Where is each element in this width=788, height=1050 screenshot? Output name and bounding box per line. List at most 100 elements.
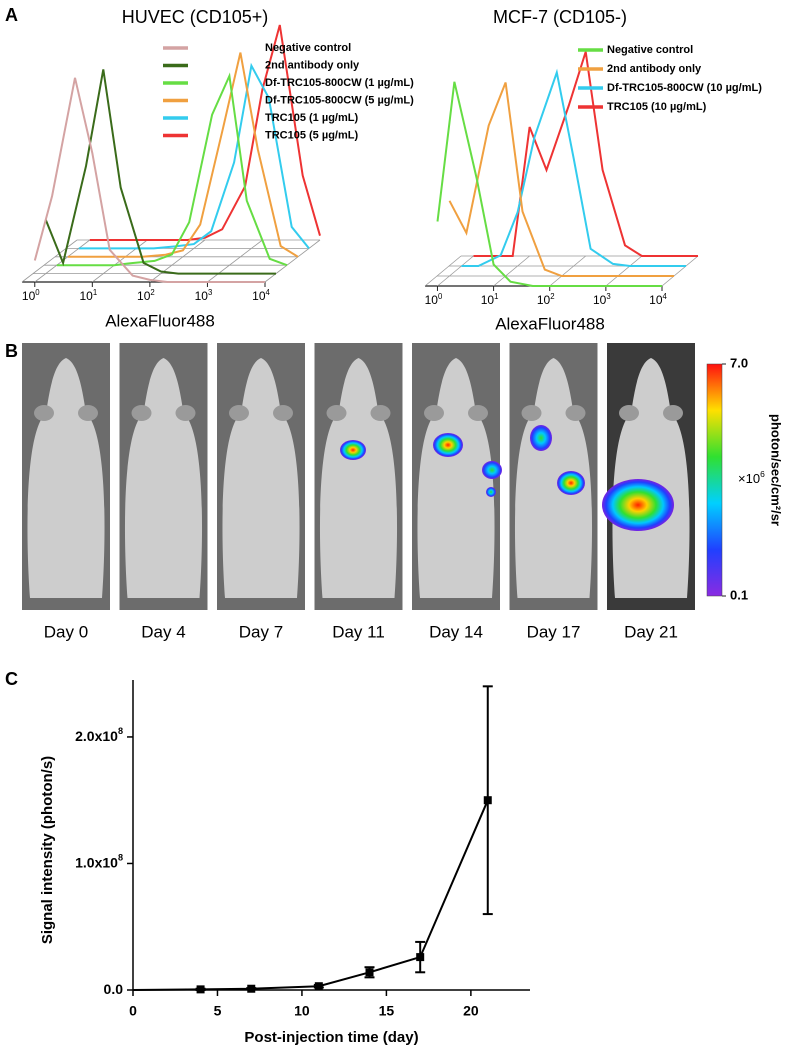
image-label: Day 11	[332, 622, 385, 641]
histogram-curve	[461, 68, 686, 267]
colorbar-scale-base: ×10	[738, 471, 760, 486]
x-axis-label: AlexaFluor488	[495, 314, 605, 333]
histogram-curve	[67, 52, 299, 258]
histogram-curve	[89, 24, 321, 241]
legend-label: Negative control	[607, 44, 693, 56]
x-tick-label: 100	[22, 288, 40, 304]
signal-spot	[602, 479, 674, 531]
legend-label: Df-TRC105-800CW (1 µg/mL)	[265, 77, 414, 89]
depth-grid-line	[493, 255, 530, 287]
y-tick-label-base: 1.0x10	[75, 854, 118, 870]
legend-label: TRC105 (1 µg/mL)	[265, 112, 358, 124]
depth-grid-line	[149, 239, 206, 283]
x-tick-label: 101	[79, 288, 97, 304]
x-tick-label: 103	[195, 288, 213, 304]
x-tick-label: 104	[649, 292, 667, 308]
colorbar-tick-label: 0.1	[730, 587, 748, 602]
mouse-ear	[326, 405, 347, 421]
y-tick-label-exponent: 8	[118, 726, 123, 736]
x-tick-label: 101	[481, 292, 499, 308]
panel-label: A	[5, 5, 18, 25]
x-tick-label-base: 10	[137, 289, 151, 303]
x-tick-label-exponent: 3	[606, 292, 610, 301]
signal-spot	[340, 440, 366, 460]
y-tick-label: 0.0	[104, 981, 124, 997]
legend-label: TRC105 (5 µg/mL)	[265, 129, 358, 141]
mouse-ear	[175, 405, 196, 421]
x-tick-label: 10	[294, 1003, 310, 1019]
legend-label: TRC105 (10 µg/mL)	[607, 101, 707, 113]
marker	[365, 968, 374, 977]
x-tick-label-exponent: 2	[550, 292, 554, 301]
x-tick-label-exponent: 4	[663, 292, 668, 301]
colorbar-scale: ×106	[738, 469, 765, 486]
mouse-ear	[663, 405, 683, 421]
legend-label: Df-TRC105-800CW (10 µg/mL)	[607, 82, 762, 94]
mouse-ear	[619, 405, 639, 421]
signal-spot	[557, 471, 585, 495]
signal-spot	[530, 425, 552, 451]
signal-spot	[486, 487, 496, 497]
y-tick-label-exponent: 8	[118, 853, 123, 863]
x-axis-label: AlexaFluor488	[105, 311, 215, 330]
floor-edge	[21, 239, 78, 283]
x-tick-label: 5	[214, 1003, 222, 1019]
histogram-curve	[436, 81, 662, 287]
x-tick-label: 15	[379, 1003, 395, 1019]
colorbar	[706, 363, 723, 597]
x-tick-label-base: 10	[79, 289, 93, 303]
depth-grid-line	[549, 255, 586, 287]
x-tick-label: 100	[425, 292, 443, 308]
mouse-ear	[273, 405, 293, 421]
x-tick-label-base: 10	[593, 293, 607, 307]
mouse-ear	[565, 405, 586, 421]
legend-label: 2nd antibody only	[265, 59, 360, 71]
histogram-curve	[44, 69, 276, 275]
colorbar-label: photon/sec/cm²/sr	[769, 414, 784, 526]
x-tick-label-exponent: 1	[494, 292, 498, 301]
x-tick-label: 102	[537, 292, 555, 308]
signal-spot	[482, 461, 502, 479]
mouse-ear	[131, 405, 152, 421]
histogram-curve	[473, 51, 698, 257]
depth-grid-line	[437, 255, 474, 287]
signal-spot	[433, 433, 463, 457]
chart-title: HUVEC (CD105+)	[122, 7, 269, 27]
mouse-ear	[424, 405, 444, 421]
x-tick-label: 20	[463, 1003, 479, 1019]
marker	[483, 796, 492, 805]
histogram-curve	[78, 62, 310, 250]
x-tick-label-base: 10	[195, 289, 209, 303]
legend-label: Df-TRC105-800CW (5 µg/mL)	[265, 94, 414, 106]
x-tick-label-base: 10	[481, 293, 495, 307]
marker	[416, 953, 425, 962]
mouse-ear	[521, 405, 542, 421]
depth-grid-line	[264, 239, 321, 283]
legend-label: Negative control	[265, 42, 351, 54]
image-label: Day 7	[239, 622, 283, 641]
histogram-curve	[448, 82, 674, 277]
x-axis-label: Post-injection time (day)	[244, 1029, 418, 1046]
panel-label: C	[5, 669, 18, 689]
legend-label: 2nd antibody only	[607, 63, 702, 75]
depth-grid-line	[605, 255, 643, 287]
marker	[247, 984, 256, 993]
histogram-curve	[56, 72, 288, 267]
mouse-ear	[229, 405, 249, 421]
x-tick-label-exponent: 1	[93, 288, 97, 297]
marker	[196, 985, 205, 994]
x-tick-label-base: 10	[425, 293, 439, 307]
histogram-curve	[33, 77, 265, 283]
x-tick-label-base: 10	[537, 293, 551, 307]
x-tick-label: 102	[137, 288, 155, 304]
mouse-ear	[78, 405, 98, 421]
x-tick-label-base: 10	[252, 289, 266, 303]
colorbar-tick-label: 7.0	[730, 355, 748, 370]
floor-edge	[424, 255, 462, 287]
y-tick-label: 2.0x108	[75, 726, 123, 743]
x-tick-label-exponent: 0	[35, 288, 40, 297]
depth-grid-line	[207, 239, 263, 283]
y-axis-label: Signal intensity (photon/s)	[39, 756, 56, 944]
y-tick-label-base: 0.0	[104, 981, 124, 997]
